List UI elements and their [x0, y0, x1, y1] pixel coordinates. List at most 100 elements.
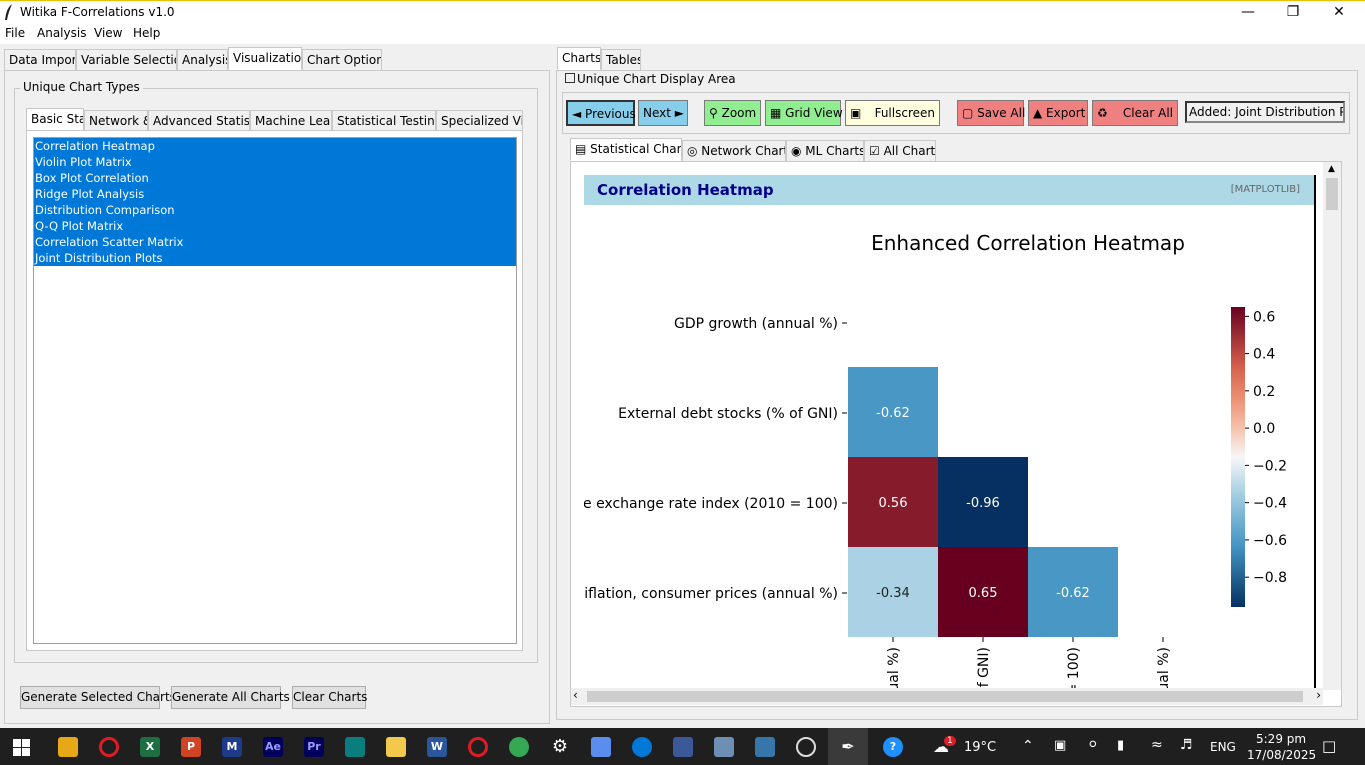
maximize-button[interactable]: ❐ [1286, 4, 1300, 20]
scroll-left-icon[interactable]: ‹ [573, 688, 578, 702]
scroll-thumb[interactable] [1326, 178, 1338, 210]
tab-variable-selection[interactable]: Variable Selection [76, 49, 177, 71]
premiere-icon[interactable]: Pr [304, 737, 324, 757]
camera-icon[interactable]: ▣ [1054, 738, 1067, 753]
edge-icon[interactable] [632, 737, 652, 757]
row-tick-label: e exchange rate index (2010 = 100) [584, 496, 838, 512]
active-app-highlight[interactable] [828, 728, 868, 765]
app-icon[interactable] [386, 737, 406, 757]
chevron-up-icon[interactable]: ⌃ [1022, 738, 1034, 754]
feather-icon[interactable]: ✒ [841, 737, 855, 756]
tab-network[interactable]: Network & [84, 110, 148, 132]
tab-label: All Charts [883, 144, 936, 158]
app-icon[interactable] [673, 737, 693, 757]
tab-machine-learning[interactable]: Machine Learr [250, 110, 332, 132]
colorbar-tick-label: 0.4 [1253, 347, 1275, 363]
menu-help[interactable]: Help [133, 26, 161, 40]
colorbar-tick-label: 0.0 [1253, 421, 1275, 437]
export-icon: ▲ [1033, 106, 1047, 120]
menu-file[interactable]: File [5, 26, 26, 40]
windows-start-icon[interactable] [13, 739, 30, 756]
zoom-icon: ⚲ [709, 106, 722, 120]
tab-visualization[interactable]: Visualization [228, 47, 302, 70]
microphone-icon[interactable]: ⚪ [1087, 737, 1099, 753]
zoom-label: Zoom [721, 106, 757, 120]
minimize-button[interactable]: — [1241, 4, 1255, 20]
list-item[interactable]: Q-Q Plot Matrix [34, 218, 516, 234]
wifi-icon[interactable]: ≈ [1151, 737, 1163, 753]
settings-gear-icon[interactable]: ⚙ [551, 736, 569, 757]
tab-ml-charts[interactable]: ◉ ML Charts [786, 140, 864, 162]
excel-icon[interactable]: X [140, 737, 160, 757]
scroll-up-icon[interactable]: ▲ [1328, 164, 1335, 174]
tab-charts[interactable]: Charts [557, 47, 601, 70]
tab-statistical-charts[interactable]: ▤ Statistical Charts [570, 138, 682, 161]
export-label: Export [1046, 106, 1086, 120]
vertical-scrollbar[interactable]: ▲ [1323, 162, 1341, 690]
after-effects-icon[interactable]: Ae [263, 737, 283, 757]
tab-advanced-statistics[interactable]: Advanced Statistic [148, 110, 250, 132]
clear-all-button[interactable]: ♻ Clear All [1092, 100, 1178, 126]
generate-selected-button[interactable]: Generate Selected Charts [20, 686, 176, 709]
menu-analysis[interactable]: Analysis [37, 26, 87, 40]
battery-icon[interactable]: ▮ [1117, 738, 1125, 753]
speaker-icon[interactable]: ♬ [1180, 737, 1193, 753]
editor-icon[interactable] [345, 737, 365, 757]
list-item[interactable]: Violin Plot Matrix [34, 154, 516, 170]
list-item[interactable]: Box Plot Correlation [34, 170, 516, 186]
opera-icon[interactable] [99, 737, 119, 757]
list-item[interactable]: Ridge Plot Analysis [34, 186, 516, 202]
list-item[interactable]: Correlation Scatter Matrix [34, 234, 516, 250]
grid-view-button[interactable]: ▦ Grid View [765, 100, 843, 126]
scroll-right-icon[interactable]: › [1316, 688, 1321, 702]
clock-time[interactable]: 5:29 pm [1256, 732, 1307, 746]
tab-tables[interactable]: Tables [601, 49, 641, 71]
opera-gx-icon[interactable] [468, 737, 488, 757]
tab-all-charts[interactable]: ☑ All Charts [864, 140, 936, 162]
chart-type-list[interactable]: Correlation Heatmap Violin Plot Matrix B… [33, 137, 517, 644]
chrome-icon[interactable] [509, 737, 529, 757]
status-box: Added: Joint Distribution Plot [1185, 101, 1345, 123]
tab-analysis[interactable]: Analysis [177, 49, 228, 71]
list-item[interactable]: Distribution Comparison [34, 202, 516, 218]
close-button[interactable]: ✕ [1333, 4, 1345, 20]
chart-types-group [14, 88, 538, 663]
scroll-thumb[interactable] [587, 691, 1303, 702]
help-icon[interactable]: ? [883, 737, 903, 757]
weather-temp[interactable]: 19°C [964, 740, 997, 755]
tab-data-import[interactable]: Data Import [4, 49, 76, 71]
generate-all-button[interactable]: Generate All Charts [171, 686, 290, 709]
chart-header-title: Correlation Heatmap [597, 181, 774, 199]
app-icon[interactable] [714, 737, 734, 757]
fullscreen-button[interactable]: ▣ Fullscreen [845, 100, 940, 126]
list-item[interactable]: Joint Distribution Plots [34, 250, 516, 266]
title-bar: Witika F-Correlations v1.0 — ❐ ✕ [0, 0, 1365, 22]
language-indicator[interactable]: ENG [1210, 740, 1236, 754]
menu-view[interactable]: View [94, 26, 123, 40]
tab-statistical-testing[interactable]: Statistical Testing ( [332, 110, 436, 132]
app-icon[interactable]: M [222, 737, 242, 757]
horizontal-scrollbar[interactable]: ‹ › [571, 688, 1323, 705]
clock-date[interactable]: 17/08/2025 [1247, 748, 1317, 762]
powerpoint-icon[interactable]: P [181, 737, 201, 757]
list-item[interactable]: Correlation Heatmap [34, 138, 516, 154]
export-button[interactable]: ▲ Export [1028, 100, 1088, 126]
tab-basic-statistics[interactable]: Basic Stati [26, 108, 84, 131]
obs-icon[interactable] [796, 737, 816, 757]
next-button[interactable]: Next ► [638, 100, 688, 126]
zoom-button[interactable]: ⚲ Zoom [704, 100, 761, 126]
clear-charts-button[interactable]: Clear Charts [292, 686, 367, 709]
tab-chart-options[interactable]: Chart Options [302, 49, 382, 71]
word-icon[interactable]: W [427, 737, 447, 757]
tab-network-charts[interactable]: ◎ Network Charts [682, 140, 786, 162]
notification-icon[interactable]: □ [1322, 737, 1337, 755]
previous-button[interactable]: ◄ Previous [566, 100, 636, 126]
app-icon[interactable] [591, 737, 611, 757]
correlation-heatmap: Enhanced Correlation Heatmap GDP growth (… [584, 231, 1287, 688]
python-icon[interactable] [755, 737, 775, 757]
tab-specialized-visualization[interactable]: Specialized Visu [436, 110, 523, 132]
network-icon: ◎ [687, 144, 702, 158]
file-explorer-icon[interactable] [58, 737, 78, 757]
display-area-label: Unique Chart Display Area [577, 72, 736, 86]
save-all-button[interactable]: ▢ Save All [957, 100, 1025, 126]
